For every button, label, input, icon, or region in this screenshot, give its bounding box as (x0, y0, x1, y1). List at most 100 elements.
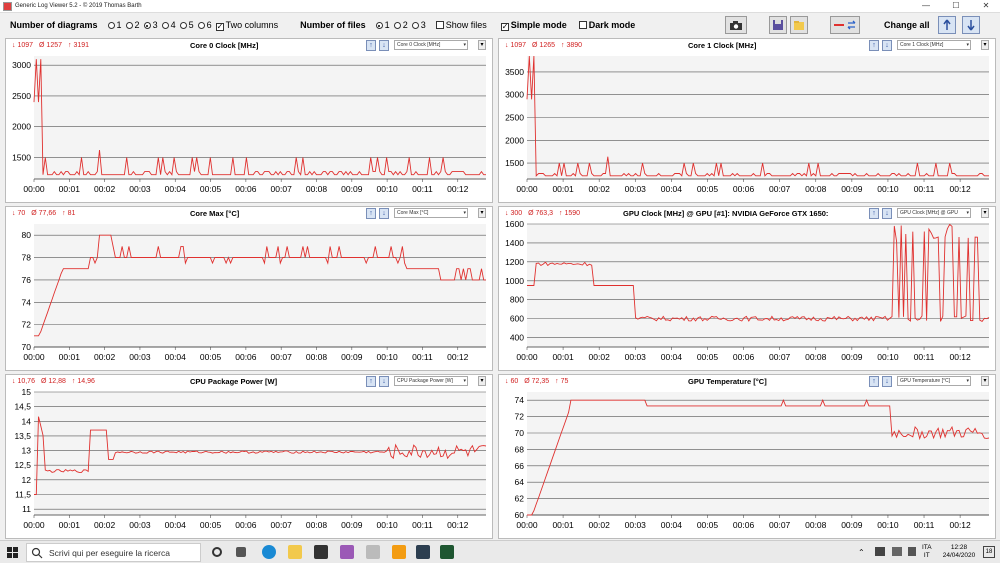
line-color-button[interactable] (830, 16, 860, 34)
x-tick-label: 00:03 (625, 184, 647, 194)
app-icon-purple[interactable] (340, 545, 354, 559)
panel-up-button[interactable]: ↑ (869, 40, 879, 51)
radio-icon (393, 22, 401, 29)
x-tick-label: 00:11 (412, 520, 433, 530)
show-files-checkbox[interactable]: Show files (432, 20, 487, 30)
y-tick-label: 72 (22, 320, 32, 330)
edge-icon[interactable] (262, 545, 276, 559)
stat-avg: Ø 1257 (39, 42, 62, 49)
battery-icon[interactable] (892, 547, 902, 556)
x-tick-label: 00:01 (552, 184, 574, 194)
x-tick-label: 00:03 (129, 352, 151, 362)
language-indicator[interactable]: ITA IT (922, 544, 932, 559)
volume-icon[interactable] (908, 547, 916, 556)
diagram-option-1[interactable]: 1 (104, 20, 122, 30)
x-tick-label: 00:12 (447, 352, 469, 362)
file-option-3[interactable]: 3 (408, 20, 426, 30)
maximize-button[interactable]: ☐ (952, 1, 960, 10)
notification-button[interactable]: 18 (983, 546, 995, 558)
diagram-option-4[interactable]: 4 (158, 20, 176, 30)
panel-up-button[interactable]: ↑ (366, 208, 376, 219)
x-tick-label: 00:07 (769, 520, 791, 530)
panel-up-button[interactable]: ↑ (869, 376, 879, 387)
x-tick-label: 00:04 (165, 352, 187, 362)
panel-down-button[interactable]: ↓ (379, 208, 389, 219)
sensor-select[interactable]: Core 1 Clock [MHz] ▾ (897, 40, 971, 50)
panel-up-button[interactable]: ↑ (366, 376, 376, 387)
monitor-app-icon[interactable] (416, 545, 430, 559)
taskbar-search[interactable]: Scrivi qui per eseguire la ricerca (26, 543, 201, 562)
panel-down-button[interactable]: ↓ (882, 376, 892, 387)
change-all-down-button[interactable] (962, 16, 980, 34)
series-line (33, 59, 486, 176)
sensor-select[interactable]: Core Max [°C] ▾ (394, 208, 468, 218)
x-tick-label: 00:11 (914, 520, 935, 530)
panel-menu-button[interactable]: ▾ (478, 376, 486, 386)
two-columns-checkbox[interactable]: ✓ Two columns (215, 19, 279, 31)
panel-menu-button[interactable]: ▾ (478, 208, 486, 218)
x-tick-label: 00:02 (589, 352, 611, 362)
store-icon[interactable] (314, 545, 328, 559)
simple-mode-checkbox[interactable]: ✓ Simple mode (500, 19, 567, 31)
y-tick-label: 600 (510, 314, 524, 324)
panel-title: GPU Temperature [°C] (688, 377, 767, 386)
file-option-1[interactable]: 1 (372, 20, 390, 30)
y-tick-label: 1200 (505, 257, 524, 267)
x-tick-label: 00:02 (94, 520, 116, 530)
panel-down-button[interactable]: ↓ (882, 208, 892, 219)
panel-up-button[interactable]: ↑ (869, 208, 879, 219)
x-tick-label: 00:12 (949, 184, 971, 194)
x-tick-label: 00:11 (412, 352, 433, 362)
windows-start-icon[interactable] (7, 547, 18, 558)
open-folder-button[interactable] (790, 16, 808, 34)
minimize-button[interactable]: — (922, 1, 930, 10)
file-explorer-icon[interactable] (288, 545, 302, 559)
diagram-option-5[interactable]: 5 (176, 20, 194, 30)
diagram-option-3[interactable]: 3 (140, 20, 158, 30)
file-option-2[interactable]: 2 (390, 20, 408, 30)
panel-stats: ↓ 60 Ø 72,35 ↑ 75 (505, 378, 574, 385)
close-button[interactable]: ✕ (982, 1, 990, 10)
network-icon[interactable] (875, 547, 885, 556)
arrow-up-icon (943, 19, 951, 30)
log-viewer-app-icon[interactable] (440, 545, 454, 559)
screenshot-button[interactable] (725, 16, 747, 34)
chart-svg: 11 11,5 12 12,5 13 13,5 14 14,5 15 00:00 00:01 00:0… (14, 387, 487, 530)
x-tick-label: 00:02 (94, 184, 116, 194)
sensor-select[interactable]: Core 0 Clock [MHz] ▾ (394, 40, 468, 50)
cortana-icon[interactable] (212, 547, 222, 557)
panel-up-button[interactable]: ↑ (366, 40, 376, 51)
panel-menu-button[interactable]: ▾ (981, 40, 989, 50)
panel-down-button[interactable]: ↓ (379, 376, 389, 387)
diagram-option-2[interactable]: 2 (122, 20, 140, 30)
change-all-up-button[interactable] (938, 16, 956, 34)
chevron-down-icon: ▾ (966, 210, 969, 216)
x-tick-label: 00:08 (306, 184, 328, 194)
dark-mode-checkbox[interactable]: Dark mode (575, 20, 635, 30)
clock[interactable]: 12:28 24/04/2020 (942, 544, 976, 559)
stat-min: ↓ 300 (505, 210, 523, 217)
y-tick-label: 400 (510, 333, 524, 343)
x-tick-label: 00:05 (697, 184, 719, 194)
chart-app-icon[interactable] (392, 545, 406, 559)
diagram-option-6[interactable]: 6 (194, 20, 212, 30)
y-tick-label: 14 (22, 416, 32, 426)
chart-panel: ↓ 70 Ø 77,66 ↑ 81 Core Max [°C] ↑ ↓ Core Max [… (5, 206, 493, 371)
series-line (527, 223, 990, 322)
chevron-down-icon: ▾ (966, 42, 969, 48)
save-button[interactable] (769, 16, 787, 34)
sensor-select[interactable]: GPU Clock [MHz] @ GPU ▾ (897, 208, 971, 218)
plot-area (34, 392, 486, 515)
sensor-select[interactable]: CPU Package Power [W] ▾ (394, 376, 468, 386)
panel-menu-button[interactable]: ▾ (478, 40, 486, 50)
panel-down-button[interactable]: ↓ (882, 40, 892, 51)
panel-menu-button[interactable]: ▾ (981, 208, 989, 218)
tray-chevron-icon[interactable]: ⌃ (858, 548, 865, 557)
panel-header: ↓ 70 Ø 77,66 ↑ 81 Core Max [°C] ↑ ↓ Core Max [… (6, 207, 492, 220)
stat-avg: Ø 12,88 (40, 378, 66, 385)
sensor-select[interactable]: GPU Temperature [°C] ▾ (897, 376, 971, 386)
app-icon-gray[interactable] (366, 545, 380, 559)
panel-menu-button[interactable]: ▾ (981, 376, 989, 386)
panel-down-button[interactable]: ↓ (379, 40, 389, 51)
task-view-icon[interactable] (236, 547, 246, 557)
